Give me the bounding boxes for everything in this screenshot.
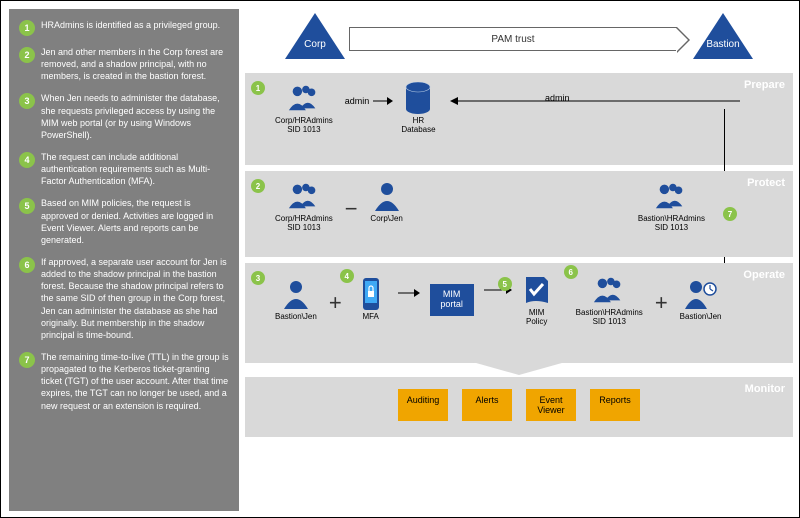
protect-group-left: Corp/HRAdminsSID 1013 [275,179,333,233]
prepare-group-caption: Corp/HRAdminsSID 1013 [275,117,333,135]
monitor-button: EventViewer [526,389,576,421]
users-group-icon [287,179,321,213]
sidebar-step-number: 6 [19,257,35,273]
sidebar-step-text: If approved, a separate user account for… [41,256,229,341]
arrow-right-icon [398,288,420,298]
sidebar-item: 7 The remaining time-to-live (TTL) in the… [19,351,229,412]
admin-label-1: admin [345,96,370,106]
chevron-down-icon [469,361,569,375]
step-badge-5: 5 [498,277,512,291]
protect-user-caption: Corp\Jen [370,215,402,224]
bastion-triangle-icon: Bastion [693,13,753,59]
sidebar-step-number: 1 [19,20,35,36]
mim-portal-box: MIMportal [430,284,474,316]
minus-icon: − [345,190,358,222]
protect-group-right-caption: Bastion\HRAdminsSID 1013 [638,215,705,233]
sidebar-step-number: 4 [19,152,35,168]
sidebar-step-text: HRAdmins is identified as a privileged g… [41,19,220,36]
protect-user: Corp\Jen [370,179,404,224]
sidebar-item: 4 The request can include additional auth… [19,151,229,187]
sidebar-step-text: The request can include additional authe… [41,151,229,187]
phone-lock-icon [354,277,388,311]
plus-icon: + [329,284,342,316]
users-group-icon [287,81,321,115]
protect-row: Protect 2 Corp/HRAdminsSID 1013 − Corp\J… [245,171,793,257]
sidebar-item: 1 HRAdmins is identified as a privileged … [19,19,229,36]
monitor-button: Auditing [398,389,448,421]
sidebar-step-text: When Jen needs to administer the databas… [41,92,229,141]
prepare-label: Prepare [744,79,785,91]
step-badge-2: 2 [251,179,265,193]
protect-label: Protect [747,177,785,189]
operate-mfa: MFA [354,277,388,322]
sidebar-step-number: 5 [19,198,35,214]
monitor-row: Monitor Auditing Alerts EventViewer Reports [245,377,793,437]
operate-mfa-caption: MFA [362,313,378,322]
monitor-label: Monitor [745,383,785,395]
operate-label: Operate [743,269,785,281]
prepare-group: Corp/HRAdminsSID 1013 [275,81,333,135]
operate-row: Operate 3 Bastion\Jen + 4 MFA [245,263,793,363]
operate-group-caption: Bastion\HRAdminsSID 1013 [576,309,643,327]
pam-trust-label: PAM trust [491,34,534,45]
header-row: Corp PAM trust Bastion [245,9,793,73]
user-icon [370,179,404,213]
monitor-button: Alerts [462,389,512,421]
policy-check-icon [520,273,554,307]
operate-user2-caption: Bastion\Jen [680,313,722,322]
mim-policy: MIMPolicy [520,273,554,327]
step-badge-1: 1 [251,81,265,95]
user-clock-icon [684,277,718,311]
corp-label: Corp [285,39,345,50]
monitor-button: Reports [590,389,640,421]
step-badge-6: 6 [564,265,578,279]
sidebar-step-text: Based on MIM policies, the request is ap… [41,197,229,246]
bastion-label: Bastion [693,39,753,50]
sidebar: 1 HRAdmins is identified as a privileged … [9,9,239,511]
mim-policy-caption: MIMPolicy [526,309,547,327]
mim-portal: MIMportal [430,284,474,316]
admin-label-2: admin [545,93,570,103]
pam-trust-arrow: PAM trust [349,27,677,51]
corp-triangle-icon: Corp [285,13,345,59]
protect-group-left-caption: Corp/HRAdminsSID 1013 [275,215,333,233]
database-icon [401,81,435,115]
user-icon [279,277,313,311]
hr-db-caption: HRDatabase [401,117,435,135]
hr-database: HRDatabase [401,81,435,135]
sidebar-step-text: The remaining time-to-live (TTL) in the … [41,351,229,412]
operate-user2: Bastion\Jen [680,277,722,322]
arrow-left-long-icon [450,95,740,107]
arrow-right-icon [373,96,393,106]
sidebar-item: 5 Based on MIM policies, the request is a… [19,197,229,246]
sidebar-item: 6 If approved, a separate user account fo… [19,256,229,341]
sidebar-step-number: 7 [19,352,35,368]
operate-group: Bastion\HRAdminsSID 1013 [576,273,643,327]
users-group-icon [592,273,626,307]
main-area: Corp PAM trust Bastion Prepare 1 Corp/HR… [245,9,793,511]
protect-group-right: Bastion\HRAdminsSID 1013 [638,179,705,233]
operate-user1: Bastion\Jen [275,277,317,322]
step-badge-4: 4 [340,269,354,283]
prepare-row: Prepare 1 Corp/HRAdminsSID 1013 admin HR… [245,73,793,165]
plus-icon: + [655,284,668,316]
sidebar-step-text: Jen and other members in the Corp forest… [41,46,229,82]
operate-user1-caption: Bastion\Jen [275,313,317,322]
users-group-icon [654,179,688,213]
step-badge-7: 7 [723,207,737,221]
sidebar-step-number: 2 [19,47,35,63]
step-badge-3: 3 [251,271,265,285]
sidebar-item: 2 Jen and other members in the Corp fores… [19,46,229,82]
sidebar-step-number: 3 [19,93,35,109]
diagram-frame: 1 HRAdmins is identified as a privileged … [0,0,800,518]
sidebar-item: 3 When Jen needs to administer the databa… [19,92,229,141]
